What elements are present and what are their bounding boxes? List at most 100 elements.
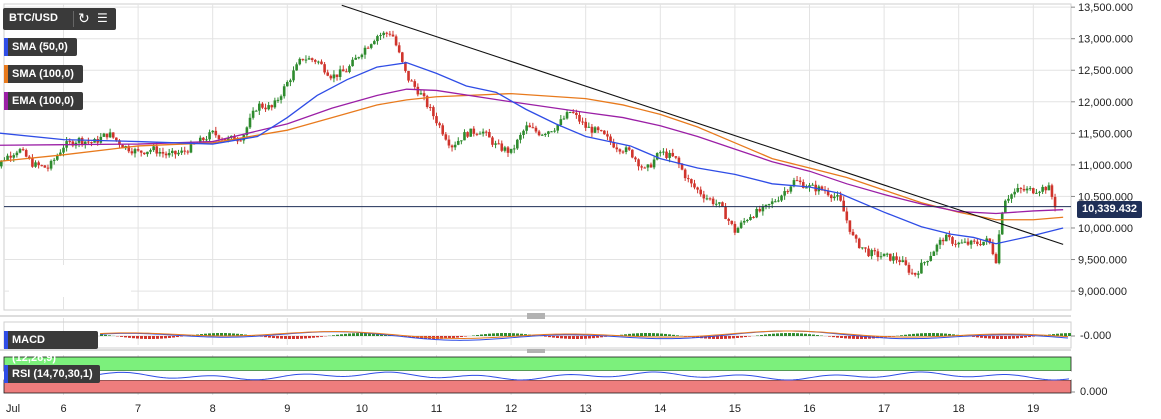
macd-histogram-bar xyxy=(336,334,339,336)
candle-bull xyxy=(761,206,765,212)
candle-bear xyxy=(115,137,118,141)
candle-bear xyxy=(506,147,510,153)
candle-bear xyxy=(724,206,727,220)
candle-bull xyxy=(1016,188,1020,192)
candle-bear xyxy=(537,131,541,136)
candle-bear xyxy=(447,139,451,146)
candle-bull xyxy=(587,126,591,128)
indicator-ema100[interactable]: EMA (100,0) xyxy=(4,92,83,110)
macd-histogram-bar xyxy=(988,336,991,339)
macd-histogram-bar xyxy=(864,336,867,339)
macd-histogram-bar xyxy=(780,333,783,336)
macd-histogram-bar xyxy=(592,336,595,339)
bar-chart-icon[interactable]: ☰ xyxy=(97,11,108,25)
candle-bull xyxy=(248,117,252,128)
candle-bull xyxy=(547,131,550,135)
macd-histogram-bar xyxy=(840,336,843,339)
macd-histogram-bar xyxy=(1064,333,1067,336)
candle-bull xyxy=(659,152,662,154)
x-tick-label: 9 xyxy=(284,403,290,415)
candle-bear xyxy=(388,33,392,35)
candle-bear xyxy=(155,146,159,154)
macd-histogram-bar xyxy=(548,336,551,338)
x-tick-label: 19 xyxy=(1027,403,1039,415)
candle-bull xyxy=(170,150,174,153)
candle-bear xyxy=(898,260,901,262)
candle-bear xyxy=(621,151,625,153)
candle-bear xyxy=(966,241,970,245)
candle-bull xyxy=(55,155,59,160)
candle-bear xyxy=(136,149,140,151)
candle-bull xyxy=(935,244,939,252)
candle-bear xyxy=(161,152,165,154)
macd-histogram-bar xyxy=(348,333,351,336)
candle-bear xyxy=(111,132,115,138)
candle-bear xyxy=(876,251,880,257)
candle-bear xyxy=(416,86,420,95)
candle-bull xyxy=(624,147,628,152)
x-tick-label: 15 xyxy=(729,403,741,415)
candle-bear xyxy=(491,137,494,145)
indicator-sma100[interactable]: SMA (100,0) xyxy=(4,65,83,83)
candle-bull xyxy=(764,204,768,207)
candle-bear xyxy=(444,134,448,140)
candle-bear xyxy=(90,142,93,144)
candle-bear xyxy=(618,149,622,152)
candle-bull xyxy=(149,150,152,152)
macd-histogram-bar xyxy=(696,336,699,338)
trend-line[interactable] xyxy=(341,4,1064,245)
candle-bear xyxy=(683,169,687,179)
candle-bull xyxy=(516,139,519,149)
macd-histogram-bar xyxy=(644,333,647,336)
y-tick-label: 11,500.000 xyxy=(1078,128,1132,140)
candle-bear xyxy=(217,135,221,140)
macd-histogram-bar xyxy=(156,336,159,339)
candle-bear xyxy=(385,32,389,34)
candle-bear xyxy=(1022,188,1026,191)
candle-bull xyxy=(167,152,171,156)
rsi-middle-band xyxy=(4,371,1071,380)
candle-bear xyxy=(649,164,653,168)
macd-histogram-bar xyxy=(1008,336,1011,339)
candle-bull xyxy=(354,57,357,60)
candle-bull xyxy=(357,57,361,59)
candle-bear xyxy=(320,61,323,65)
macd-histogram-bar xyxy=(952,334,955,336)
candle-bull xyxy=(198,137,202,143)
candle-bull xyxy=(885,253,889,255)
candle-bull xyxy=(770,201,774,205)
x-tick-label: Jul xyxy=(6,403,20,415)
candle-bear xyxy=(907,264,911,273)
candle-bear xyxy=(326,72,330,76)
macd-label[interactable]: MACD (12,26,9) xyxy=(4,331,98,364)
candle-bull xyxy=(317,61,320,63)
rsi-overbought-zone xyxy=(3,356,1072,372)
candle-bull xyxy=(189,143,193,153)
candle-bear xyxy=(801,182,805,188)
macd-histogram-bar xyxy=(564,336,567,339)
candle-bear xyxy=(590,126,594,133)
candle-bull xyxy=(211,130,214,133)
candle-bear xyxy=(87,141,90,143)
candle-bull xyxy=(276,99,280,101)
refresh-icon[interactable]: ↻ xyxy=(78,10,90,26)
candle-bear xyxy=(643,167,647,169)
rsi-label[interactable]: RSI (14,70,30,1) xyxy=(4,365,100,383)
macd-histogram-bar xyxy=(856,336,859,339)
candle-bear xyxy=(233,135,236,141)
macd-histogram-bar xyxy=(360,333,363,336)
macd-histogram-bar xyxy=(332,335,335,336)
candle-bear xyxy=(31,158,34,167)
candle-bear xyxy=(606,134,609,137)
macd-histogram-bar xyxy=(912,333,915,336)
candle-bear xyxy=(584,121,587,128)
macd-histogram-bar xyxy=(224,333,227,336)
candle-bear xyxy=(612,141,615,148)
candle-bear xyxy=(1032,188,1035,194)
candle-bull xyxy=(463,132,466,141)
candle-bull xyxy=(767,204,771,206)
indicator-sma50[interactable]: SMA (50,0) xyxy=(4,38,77,56)
candle-bull xyxy=(525,125,528,131)
macd-histogram-bar xyxy=(308,336,311,339)
